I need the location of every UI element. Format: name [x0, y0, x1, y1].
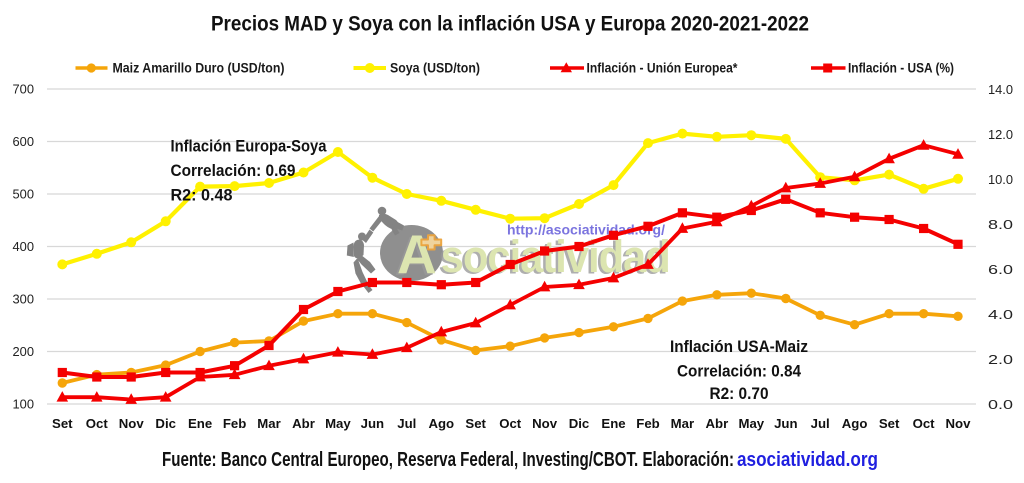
svg-text:10.0: 10.0 [988, 172, 1013, 187]
svg-text:14.0: 14.0 [988, 82, 1013, 97]
svg-text:Nov: Nov [119, 416, 145, 431]
svg-text:Dic: Dic [155, 416, 176, 431]
svg-text:Inflación USA-Maiz: Inflación USA-Maiz [670, 337, 808, 356]
svg-text:Ene: Ene [188, 416, 212, 431]
svg-text:Ene: Ene [601, 416, 625, 431]
svg-text:Mar: Mar [671, 416, 694, 431]
svg-text:700: 700 [13, 82, 35, 97]
svg-text:sociatividad: sociatividad [438, 233, 667, 284]
svg-text:Ago: Ago [428, 416, 454, 431]
svg-text:Correlación: 0.84: Correlación: 0.84 [677, 361, 801, 380]
svg-text:sociatividad: sociatividad [441, 231, 670, 282]
svg-text:Fuente: Banco Central Europeo,: Fuente: Banco Central Europeo, Reserva F… [162, 449, 734, 471]
svg-text:Oct: Oct [499, 416, 522, 431]
svg-text:R2: 0.70: R2: 0.70 [710, 384, 769, 403]
svg-text:Oct: Oct [86, 416, 109, 431]
svg-text:Set: Set [879, 416, 900, 431]
svg-text:0.0: 0.0 [988, 397, 1013, 412]
svg-text:4.0: 4.0 [988, 307, 1013, 322]
svg-text:Jul: Jul [397, 416, 416, 431]
svg-text:Abr: Abr [706, 416, 729, 431]
svg-text:Maiz Amarillo Duro (USD/ton): Maiz Amarillo Duro (USD/ton) [113, 61, 285, 76]
svg-text:6.0: 6.0 [988, 262, 1013, 277]
svg-text:Ago: Ago [842, 416, 868, 431]
svg-text:Mar: Mar [257, 416, 280, 431]
svg-text:400: 400 [13, 239, 35, 254]
svg-text:Inflación Europa-Soya: Inflación Europa-Soya [171, 137, 327, 156]
svg-text:Nov: Nov [532, 416, 558, 431]
svg-text:8.0: 8.0 [988, 217, 1013, 232]
svg-text:Jun: Jun [774, 416, 797, 431]
svg-text:Oct: Oct [913, 416, 936, 431]
svg-text:Set: Set [52, 416, 73, 431]
svg-text:300: 300 [13, 292, 35, 307]
svg-text:500: 500 [13, 187, 35, 202]
svg-text:May: May [738, 416, 764, 431]
svg-text:A: A [397, 223, 437, 285]
svg-text:http://asociatividad.org/: http://asociatividad.org/ [507, 223, 665, 238]
svg-text:Jul: Jul [811, 416, 830, 431]
svg-text:Abr: Abr [292, 416, 315, 431]
svg-text:Dic: Dic [569, 416, 590, 431]
svg-text:Feb: Feb [223, 416, 246, 431]
svg-text:100: 100 [13, 397, 35, 412]
svg-text:May: May [325, 416, 351, 431]
svg-text:Inflación - USA (%): Inflación - USA (%) [848, 61, 954, 76]
svg-text:Feb: Feb [636, 416, 659, 431]
svg-text:Precios MAD y Soya con la infl: Precios MAD y Soya con la inflación USA … [211, 13, 809, 36]
svg-text:12.0: 12.0 [988, 127, 1013, 142]
svg-text:Set: Set [465, 416, 486, 431]
svg-text:Jun: Jun [361, 416, 384, 431]
svg-text:Soya (USD/ton): Soya (USD/ton) [390, 61, 480, 76]
svg-text:Nov: Nov [946, 416, 972, 431]
svg-text:Inflación - Unión Europea*: Inflación - Unión Europea* [587, 61, 739, 76]
svg-text:R2: 0.48: R2: 0.48 [171, 185, 233, 204]
svg-text:200: 200 [13, 344, 35, 359]
svg-text:2.0: 2.0 [988, 352, 1013, 367]
svg-text:Correlación: 0.69: Correlación: 0.69 [171, 161, 296, 180]
svg-text:asociatividad.org: asociatividad.org [737, 449, 878, 471]
svg-text:600: 600 [13, 134, 35, 149]
